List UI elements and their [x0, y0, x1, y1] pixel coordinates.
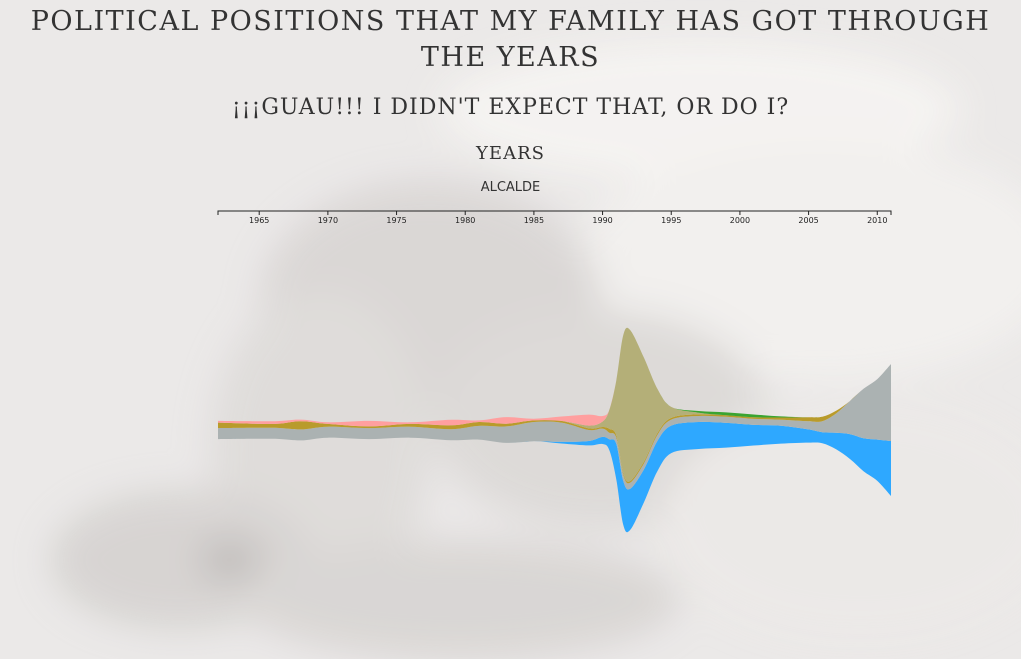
x-tick-label: 1995: [661, 216, 681, 225]
x-axis: 1965 1970 1975 1980 1985 1990 1995 2000 2005 2010: [217, 210, 892, 225]
stream-layer-4[interactable]: [218, 327, 891, 427]
x-tick-label: 1965: [249, 216, 269, 225]
stream-layer-5[interactable]: [218, 327, 891, 423]
x-tick-label: 1970: [318, 216, 338, 225]
x-axis-title: YEARS: [476, 143, 545, 164]
x-tick-label: 1985: [524, 216, 544, 225]
stream-layer-3[interactable]: [218, 327, 891, 482]
x-tick-label: 2000: [730, 216, 750, 225]
stream-layer-0[interactable]: [218, 421, 891, 533]
x-tick-label: 1980: [455, 216, 475, 225]
x-tick-label: 1975: [386, 216, 406, 225]
x-tick-label: 2010: [867, 216, 887, 225]
x-axis-line: [217, 210, 892, 215]
stream-layer-1[interactable]: [218, 364, 891, 490]
page-title: POLITICAL POSITIONS THAT MY FAMILY HAS G…: [30, 6, 991, 73]
stream-layers: [218, 327, 891, 533]
x-tick-label: 1990: [592, 216, 612, 225]
page-subtitle: ¡¡¡GUAU!!! I DIDN'T EXPECT THAT, OR DO I…: [231, 95, 790, 120]
selected-series-label[interactable]: ALCALDE: [480, 180, 541, 195]
x-tick-label: 2005: [798, 216, 818, 225]
